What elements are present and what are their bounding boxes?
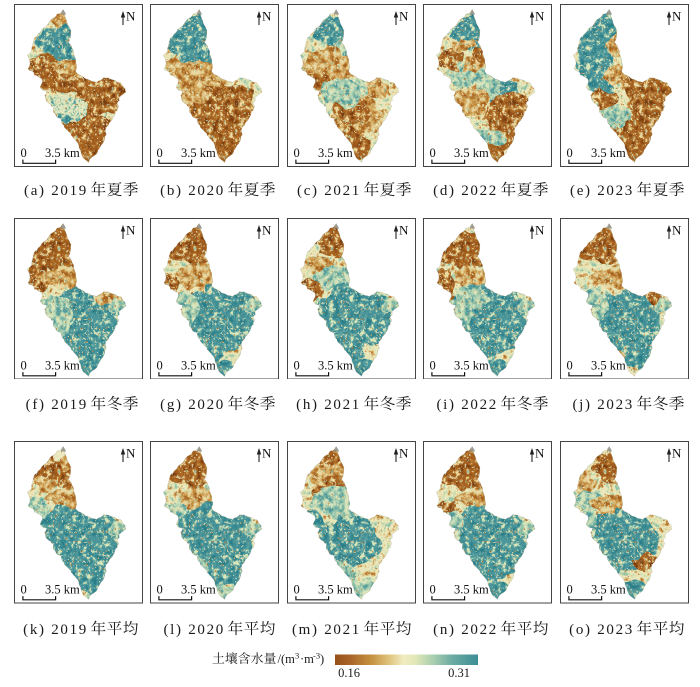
- svg-text:0: 0: [293, 358, 299, 372]
- svg-text:0: 0: [566, 582, 572, 596]
- svg-text:3: 3: [295, 651, 299, 661]
- svg-text:N: N: [126, 9, 136, 24]
- svg-text:0: 0: [20, 146, 26, 160]
- svg-text:N: N: [262, 222, 272, 237]
- svg-text:(e) 2023: (e) 2023: [570, 183, 634, 199]
- svg-text:N: N: [535, 9, 545, 24]
- svg-text:N: N: [262, 9, 272, 24]
- svg-text:3.5 km: 3.5 km: [454, 358, 489, 372]
- svg-text:0: 0: [157, 146, 163, 160]
- svg-text:N: N: [399, 446, 409, 461]
- svg-text:3.5 km: 3.5 km: [45, 582, 80, 596]
- svg-text:N: N: [399, 9, 409, 24]
- svg-text:(f) 2019: (f) 2019: [26, 397, 88, 413]
- svg-text:N: N: [672, 9, 682, 24]
- svg-text:3.5 km: 3.5 km: [45, 358, 80, 372]
- svg-text:3.5 km: 3.5 km: [591, 582, 626, 596]
- svg-text:0: 0: [293, 146, 299, 160]
- svg-text:0: 0: [20, 358, 26, 372]
- svg-text:0: 0: [566, 358, 572, 372]
- svg-text:0: 0: [430, 146, 436, 160]
- svg-text:(i) 2022: (i) 2022: [436, 397, 498, 413]
- svg-text:3.5 km: 3.5 km: [181, 358, 216, 372]
- svg-text:(l) 2020: (l) 2020: [163, 622, 225, 638]
- svg-text:N: N: [126, 446, 136, 461]
- svg-text:0.31: 0.31: [448, 666, 470, 680]
- svg-text:0: 0: [293, 582, 299, 596]
- svg-text:(n) 2022: (n) 2022: [433, 622, 498, 638]
- svg-text:0: 0: [157, 358, 163, 372]
- svg-text:0.16: 0.16: [338, 666, 360, 680]
- svg-text:/(m: /(m: [278, 652, 296, 666]
- svg-text:-3: -3: [313, 651, 320, 661]
- svg-text:3.5 km: 3.5 km: [181, 146, 216, 160]
- svg-text:N: N: [399, 222, 409, 237]
- svg-text:3.5 km: 3.5 km: [318, 146, 353, 160]
- svg-text:3.5 km: 3.5 km: [591, 358, 626, 372]
- svg-text:0: 0: [430, 582, 436, 596]
- svg-text:(m) 2021: (m) 2021: [292, 622, 361, 638]
- svg-text:N: N: [672, 222, 682, 237]
- svg-text:N: N: [126, 222, 136, 237]
- svg-text:N: N: [262, 446, 272, 461]
- svg-text:(g) 2020: (g) 2020: [160, 397, 225, 413]
- svg-text:3.5 km: 3.5 km: [318, 358, 353, 372]
- svg-text:(c) 2021: (c) 2021: [297, 183, 361, 199]
- svg-text:·m: ·m: [300, 652, 314, 666]
- svg-text:3.5 km: 3.5 km: [318, 582, 353, 596]
- svg-text:0: 0: [157, 582, 163, 596]
- svg-text:N: N: [535, 446, 545, 461]
- svg-text:(j) 2023: (j) 2023: [572, 397, 634, 413]
- svg-text:3.5 km: 3.5 km: [454, 146, 489, 160]
- svg-text:0: 0: [566, 146, 572, 160]
- svg-text:N: N: [535, 222, 545, 237]
- svg-text:(k) 2019: (k) 2019: [23, 622, 88, 638]
- svg-text:3.5 km: 3.5 km: [454, 582, 489, 596]
- svg-text:3.5 km: 3.5 km: [591, 146, 626, 160]
- svg-text:N: N: [672, 446, 682, 461]
- svg-text:3.5 km: 3.5 km: [181, 582, 216, 596]
- svg-text:(a) 2019: (a) 2019: [24, 183, 88, 199]
- svg-text:0: 0: [20, 582, 26, 596]
- svg-text:(b) 2020: (b) 2020: [160, 183, 225, 199]
- svg-text:3.5 km: 3.5 km: [45, 146, 80, 160]
- svg-text:(o) 2023: (o) 2023: [569, 622, 634, 638]
- svg-text:(d) 2022: (d) 2022: [433, 183, 498, 199]
- svg-text:): ): [320, 652, 324, 666]
- svg-text:(h) 2021: (h) 2021: [296, 397, 361, 413]
- svg-text:0: 0: [430, 358, 436, 372]
